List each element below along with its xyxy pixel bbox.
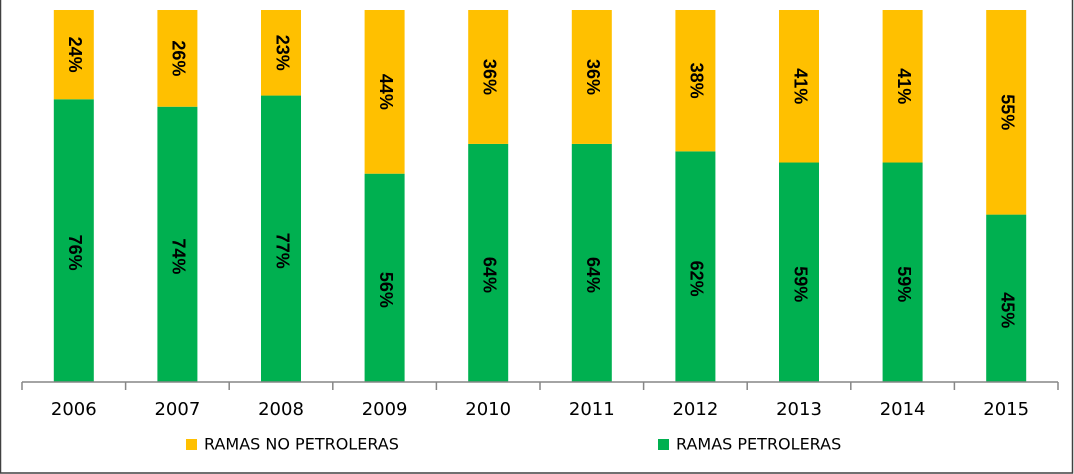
bar-segment <box>261 95 301 382</box>
data-label: 55% <box>997 94 1017 130</box>
legend-swatch <box>186 439 197 450</box>
bar-segment <box>675 10 716 152</box>
data-label: 26% <box>169 40 189 76</box>
data-label: 76% <box>65 235 85 271</box>
x-tick-label: 2006 <box>51 399 97 420</box>
legend-label: RAMAS NO PETROLERAS <box>204 435 399 454</box>
data-label: 56% <box>376 272 396 308</box>
x-tick-label: 2015 <box>983 399 1029 420</box>
data-label: 64% <box>479 257 499 293</box>
data-label: 77% <box>272 233 292 269</box>
x-tick-label: 2008 <box>258 399 304 420</box>
data-label: 44% <box>376 74 396 110</box>
data-label: 64% <box>583 257 603 293</box>
data-label: 62% <box>687 261 707 297</box>
data-label: 36% <box>479 59 499 95</box>
bar-segment <box>779 10 819 163</box>
bar-segment <box>53 99 94 382</box>
data-label: 23% <box>272 35 292 71</box>
x-tick-label: 2010 <box>465 399 511 420</box>
data-label: 45% <box>997 292 1017 328</box>
bar-segment <box>779 162 819 382</box>
data-label: 24% <box>65 37 85 73</box>
data-label: 38% <box>687 63 707 99</box>
x-tick-label: 2009 <box>362 399 408 420</box>
bar-segment <box>157 10 198 107</box>
bar-segment <box>571 10 612 144</box>
bar-segment <box>53 10 94 100</box>
data-label: 59% <box>894 266 914 302</box>
x-tick-label: 2014 <box>880 399 926 420</box>
bar-segment <box>157 106 198 382</box>
data-label: 36% <box>583 59 603 95</box>
x-tick-label: 2012 <box>672 399 718 420</box>
legend-label: RAMAS PETROLERAS <box>676 435 841 454</box>
bar-segment <box>986 10 1027 215</box>
x-tick-label: 2011 <box>569 399 615 420</box>
bar-segment <box>675 151 716 382</box>
data-label: 41% <box>790 68 810 104</box>
bar-segment <box>571 143 612 382</box>
data-label: 41% <box>894 68 914 104</box>
bar-segment <box>882 10 923 163</box>
legend-swatch <box>658 439 669 450</box>
data-label: 59% <box>790 266 810 302</box>
data-label: 74% <box>169 238 189 274</box>
bar-segment <box>468 10 509 144</box>
bar-segment <box>364 173 405 382</box>
bar-segment <box>261 10 301 96</box>
bar-segment <box>882 162 923 382</box>
bar-segment <box>364 10 405 174</box>
bar-segment <box>468 143 509 382</box>
bar-segment <box>986 214 1027 382</box>
x-tick-label: 2007 <box>154 399 200 420</box>
x-tick-label: 2013 <box>776 399 822 420</box>
